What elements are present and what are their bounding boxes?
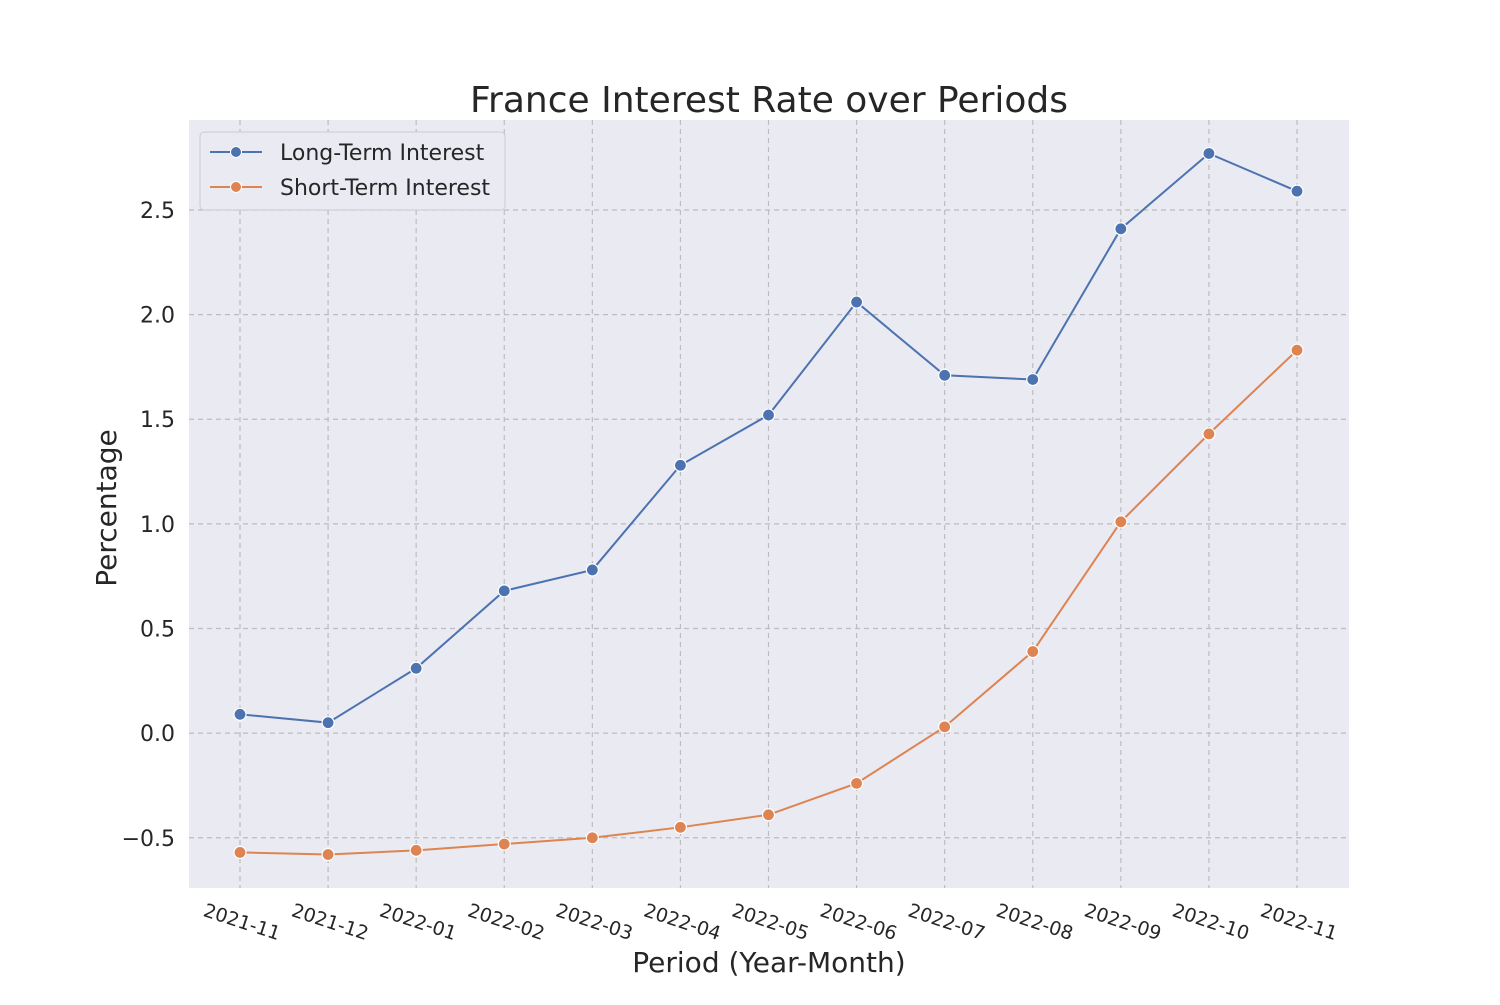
x-tick-label: 2022-04 [641, 900, 723, 945]
data-point [673, 458, 688, 472]
data-point [585, 831, 599, 845]
data-point [409, 661, 423, 675]
series-long-term [233, 146, 1304, 730]
legend: Long-Term Interest Short-Term Interest [199, 131, 506, 211]
y-tick-label: 1.5 [140, 408, 175, 433]
legend-marker-short-term [230, 181, 242, 193]
data-point [761, 408, 776, 422]
data-point [1202, 427, 1216, 441]
chart-title: France Interest Rate over Periods [470, 80, 1068, 121]
y-tick-label: 2.0 [140, 304, 175, 329]
y-axis-label: Percentage [90, 429, 123, 587]
data-point [849, 295, 864, 309]
data-point [497, 584, 511, 598]
data-point [938, 720, 952, 734]
data-point [1202, 146, 1216, 161]
data-point [1290, 343, 1304, 357]
x-tick-label: 2022-03 [553, 900, 635, 945]
x-axis-label: Period (Year-Month) [632, 946, 905, 979]
data-point [1114, 222, 1128, 236]
x-tick-label: 2021-12 [289, 900, 371, 945]
x-tick-label: 2022-11 [1258, 900, 1340, 945]
data-point [233, 845, 247, 860]
x-tick-label: 2022-10 [1170, 900, 1252, 945]
series-layer [233, 146, 1304, 862]
data-point [761, 808, 776, 822]
y-tick-label: 0.0 [140, 722, 175, 747]
x-tick-label: 2021-11 [201, 900, 283, 945]
grid [189, 120, 1349, 888]
data-point [321, 716, 335, 730]
legend-marker-long-term [230, 146, 242, 158]
series-short-term [233, 343, 1304, 862]
data-point [321, 847, 335, 862]
data-point [585, 563, 599, 577]
legend-box [199, 131, 506, 211]
x-tick-labels: 2021-11 2021-12 2022-01 2022-02 2022-03 2022-… [201, 900, 1340, 945]
x-tick-label: 2022-02 [465, 900, 547, 945]
data-point [1026, 644, 1040, 659]
data-point [938, 368, 952, 382]
y-tick-label: 0.5 [140, 618, 175, 643]
legend-label-long-term: Long-Term Interest [280, 141, 485, 166]
x-tick-label: 2022-01 [377, 900, 459, 945]
y-tick-labels: −0.5 0.0 0.5 1.0 1.5 2.0 2.5 [122, 199, 175, 852]
y-tick-label: 2.5 [140, 199, 175, 224]
x-tick-label: 2022-06 [817, 900, 899, 945]
legend-label-short-term: Short-Term Interest [280, 176, 490, 201]
y-tick-label: 1.0 [140, 513, 175, 538]
y-tick-label: −0.5 [122, 827, 175, 852]
x-tick-label: 2022-09 [1082, 900, 1164, 945]
data-point [849, 776, 864, 790]
data-point [1114, 515, 1128, 529]
x-tick-label: 2022-08 [993, 900, 1075, 945]
data-point [1026, 372, 1040, 387]
data-point [497, 837, 511, 851]
x-tick-label: 2022-05 [729, 900, 811, 945]
data-point [1290, 184, 1304, 198]
x-tick-label: 2022-07 [905, 900, 987, 945]
data-point [409, 843, 423, 857]
data-point [233, 707, 247, 721]
data-point [673, 820, 688, 834]
